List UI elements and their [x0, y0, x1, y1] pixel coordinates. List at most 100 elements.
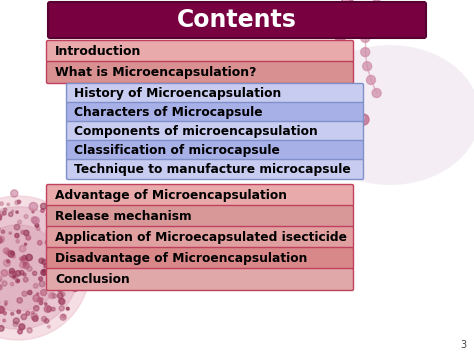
Circle shape — [23, 262, 29, 269]
Circle shape — [337, 13, 348, 24]
Circle shape — [62, 226, 73, 236]
Circle shape — [52, 294, 56, 298]
Circle shape — [3, 208, 7, 211]
Circle shape — [16, 279, 19, 283]
Circle shape — [337, 66, 348, 77]
Circle shape — [65, 268, 70, 273]
Circle shape — [68, 275, 74, 282]
Circle shape — [41, 209, 45, 212]
Circle shape — [37, 297, 42, 302]
Circle shape — [43, 271, 46, 275]
Text: Contents: Contents — [177, 8, 297, 32]
Circle shape — [40, 298, 43, 301]
Circle shape — [33, 271, 36, 275]
Circle shape — [36, 293, 39, 295]
FancyBboxPatch shape — [46, 61, 354, 83]
Circle shape — [26, 254, 32, 261]
FancyBboxPatch shape — [46, 206, 354, 228]
Circle shape — [358, 114, 369, 125]
Circle shape — [24, 243, 27, 245]
Circle shape — [11, 190, 18, 197]
Text: Advantage of Microencapsulation: Advantage of Microencapsulation — [55, 189, 287, 202]
Circle shape — [55, 267, 58, 269]
Circle shape — [27, 328, 32, 333]
Circle shape — [66, 267, 73, 273]
Circle shape — [46, 231, 49, 234]
Circle shape — [61, 245, 68, 252]
Circle shape — [11, 312, 14, 315]
Circle shape — [39, 258, 44, 263]
Circle shape — [21, 257, 28, 263]
Circle shape — [60, 252, 65, 257]
Circle shape — [39, 281, 45, 287]
Circle shape — [3, 319, 6, 322]
Circle shape — [74, 255, 80, 259]
Circle shape — [366, 6, 375, 15]
Circle shape — [16, 240, 19, 243]
Text: Disadvantage of Microencapsulation: Disadvantage of Microencapsulation — [55, 252, 307, 265]
Circle shape — [32, 316, 38, 321]
Circle shape — [27, 290, 32, 295]
Circle shape — [15, 200, 19, 205]
Circle shape — [361, 33, 370, 42]
Text: Introduction: Introduction — [55, 45, 141, 58]
Circle shape — [31, 311, 34, 314]
Circle shape — [0, 326, 4, 331]
FancyBboxPatch shape — [46, 40, 354, 62]
Circle shape — [33, 284, 38, 288]
Circle shape — [22, 257, 26, 261]
Circle shape — [14, 224, 20, 230]
Text: What is Microencapsulation?: What is Microencapsulation? — [55, 66, 256, 79]
Circle shape — [31, 217, 37, 223]
Circle shape — [59, 306, 64, 311]
Circle shape — [47, 325, 50, 328]
Circle shape — [337, 50, 341, 55]
Circle shape — [59, 298, 64, 304]
Circle shape — [26, 311, 30, 315]
Circle shape — [13, 318, 19, 324]
Circle shape — [372, 0, 381, 1]
Circle shape — [351, 101, 355, 105]
Circle shape — [58, 288, 63, 293]
Circle shape — [344, 84, 348, 89]
Circle shape — [18, 220, 21, 224]
Circle shape — [24, 263, 27, 266]
Circle shape — [339, 67, 343, 72]
Circle shape — [0, 306, 5, 313]
Circle shape — [33, 295, 40, 302]
Circle shape — [342, 83, 353, 94]
Circle shape — [44, 319, 49, 323]
Circle shape — [0, 211, 4, 216]
Circle shape — [366, 76, 375, 84]
Circle shape — [0, 196, 90, 340]
Circle shape — [2, 212, 6, 215]
Circle shape — [59, 239, 65, 245]
Circle shape — [42, 270, 45, 272]
Circle shape — [47, 273, 53, 278]
Circle shape — [77, 260, 83, 267]
Circle shape — [65, 246, 69, 250]
Circle shape — [4, 301, 8, 304]
Circle shape — [360, 116, 364, 120]
Circle shape — [1, 230, 5, 233]
Circle shape — [337, 33, 341, 37]
FancyBboxPatch shape — [46, 247, 354, 269]
Circle shape — [0, 202, 3, 206]
Circle shape — [44, 264, 48, 267]
Circle shape — [53, 212, 58, 218]
Circle shape — [32, 217, 39, 224]
Circle shape — [18, 329, 22, 334]
Circle shape — [17, 310, 20, 313]
Circle shape — [17, 280, 19, 282]
Text: Classification of microcapsule: Classification of microcapsule — [74, 144, 280, 157]
Circle shape — [31, 313, 38, 320]
Circle shape — [32, 211, 34, 213]
Circle shape — [5, 304, 7, 305]
Circle shape — [75, 261, 80, 266]
Circle shape — [73, 274, 79, 279]
Circle shape — [66, 307, 69, 310]
Circle shape — [59, 230, 62, 233]
Circle shape — [24, 214, 28, 218]
Text: Components of microencapsulation: Components of microencapsulation — [74, 125, 318, 138]
Circle shape — [19, 257, 23, 261]
